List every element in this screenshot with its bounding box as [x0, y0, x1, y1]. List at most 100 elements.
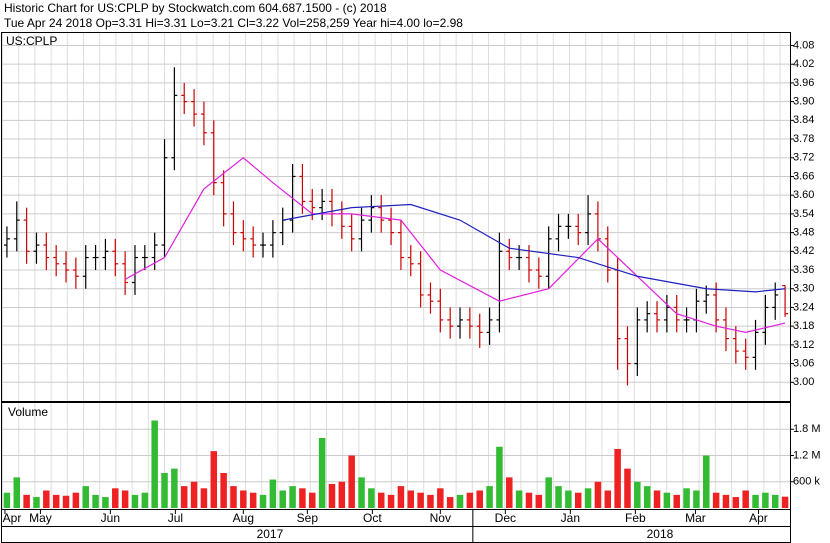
volume-bar [525, 492, 533, 508]
volume-bar [397, 486, 405, 508]
volume-bar [180, 486, 188, 508]
volume-bar [190, 481, 198, 508]
volume-bar [486, 486, 493, 508]
volume-bar [417, 492, 424, 508]
year-label: 2018 [647, 527, 674, 541]
volume-bar [200, 488, 208, 508]
volume-bar [693, 490, 700, 508]
y-tick-label: 1.2 M [793, 449, 821, 461]
volume-bar [318, 438, 326, 508]
volume-bar [269, 479, 277, 508]
y-tick-label: 3.00 [793, 376, 814, 388]
volume-bar [683, 488, 690, 508]
volume-bar [752, 494, 759, 508]
volume-bar [781, 496, 789, 508]
y-tick-label: 3.30 [793, 283, 814, 295]
volume-bar [279, 490, 286, 508]
y-tick-label: 3.42 [793, 245, 814, 257]
y-tick-label: 3.60 [793, 189, 814, 201]
x-tick-label: Apr [3, 511, 22, 525]
volume-bar [653, 490, 661, 508]
y-tick-label: 600 k [793, 476, 820, 488]
y-tick-label: 3.72 [793, 152, 814, 164]
volume-bar [240, 490, 247, 508]
volume-bar [43, 490, 50, 508]
x-tick-label: Jul [168, 511, 183, 525]
volume-bar [112, 488, 119, 508]
volume-bar [624, 468, 631, 508]
y-tick-label: 3.96 [793, 77, 814, 89]
volume-bar [131, 494, 139, 508]
volume-bar [121, 490, 129, 508]
volume-bar [722, 494, 730, 508]
volume-bar [594, 481, 602, 508]
volume-bar [289, 486, 296, 508]
volume-bar [230, 486, 237, 508]
y-tick-label: 3.90 [793, 96, 814, 108]
volume-bar [368, 488, 375, 508]
volume-bar [3, 492, 11, 508]
volume-bar [299, 488, 306, 508]
volume-bar [171, 468, 178, 508]
volume-bar [348, 455, 355, 508]
volume-bar [574, 492, 582, 508]
volume-bar [52, 494, 60, 508]
volume-bar [476, 490, 483, 508]
volume-bar [407, 490, 415, 508]
price-panel [1, 32, 791, 402]
y-tick-label: 3.36 [793, 264, 814, 276]
x-tick-label: May [29, 511, 52, 525]
year-label: 2017 [257, 527, 284, 541]
volume-bar [427, 494, 434, 508]
volume-bar [387, 494, 395, 508]
volume-bar [614, 448, 621, 508]
x-tick-label: Jun [101, 511, 120, 525]
x-tick-label: Sep [297, 511, 319, 525]
x-tick-label: Apr [749, 511, 768, 525]
y-tick-label: 3.54 [793, 208, 814, 220]
x-tick-label: Feb [625, 511, 646, 525]
x-tick-label: Dec [495, 511, 516, 525]
volume-bar [732, 497, 740, 508]
volume-bar [456, 494, 464, 508]
volume-bar [309, 492, 316, 508]
y-tick-label: 1.8 M [793, 423, 821, 435]
y-tick-label: 3.12 [793, 339, 814, 351]
volume-bar [33, 497, 40, 508]
volume-bar [249, 492, 257, 508]
volume-bar [141, 492, 149, 508]
volume-bar [377, 492, 385, 508]
volume-bar [771, 494, 779, 508]
volume-bar [604, 490, 612, 508]
volume-bar [220, 473, 227, 508]
volume-bar [82, 486, 89, 508]
volume-bar [496, 446, 503, 508]
x-tick-label: Jan [561, 511, 580, 525]
y-tick-label: 3.06 [793, 357, 814, 369]
volume-bar [535, 494, 543, 508]
volume-bar [506, 477, 513, 508]
volume-bar [712, 492, 720, 508]
volume-bar [102, 497, 109, 508]
volume-bar [673, 494, 680, 508]
volume-bar [338, 481, 346, 508]
x-tick-label: Oct [363, 511, 382, 525]
y-tick-label: 3.24 [793, 301, 814, 313]
volume-bar [358, 477, 365, 508]
y-tick-label: 4.02 [793, 58, 814, 70]
chart-title: Historic Chart for US:CPLP by Stockwatch… [4, 1, 387, 15]
volume-bar [515, 490, 523, 508]
volume-bar [555, 486, 562, 508]
volume-bar [161, 473, 168, 508]
y-tick-label: 4.08 [793, 39, 814, 51]
volume-bar [466, 492, 474, 508]
y-tick-label: 3.66 [793, 170, 814, 182]
volume-bar [663, 492, 671, 508]
x-tick-label: Nov [430, 511, 451, 525]
chart-subtitle: Tue Apr 24 2018 Op=3.31 Hi=3.31 Lo=3.21 … [4, 16, 463, 30]
y-tick-label: 3.84 [793, 114, 814, 126]
volume-bar [437, 488, 444, 508]
volume-bar [328, 483, 336, 508]
y-tick-label: 3.78 [793, 133, 814, 145]
